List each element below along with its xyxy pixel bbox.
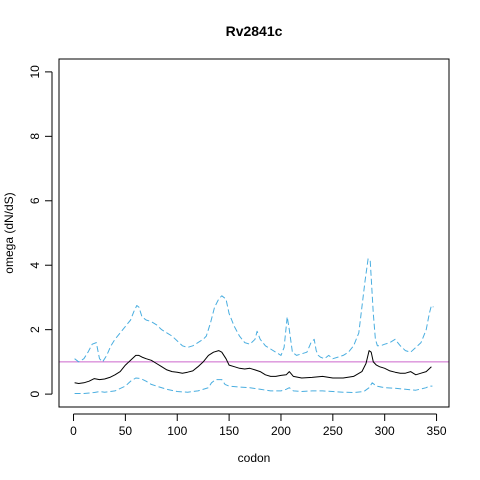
- x-tick-label: 150: [219, 424, 239, 438]
- series-line-lower: [74, 377, 433, 394]
- chart-title: Rv2841c: [226, 23, 283, 39]
- y-tick-label: 2: [28, 326, 42, 333]
- series-line-upper: [74, 258, 434, 363]
- plot-frame: [58, 58, 450, 408]
- plot-area: [59, 258, 449, 394]
- x-axis-label: codon: [238, 451, 271, 465]
- x-tick-label: 200: [271, 424, 291, 438]
- x-tick-label: 50: [119, 424, 133, 438]
- x-tick-label: 100: [167, 424, 187, 438]
- x-tick-label: 350: [427, 424, 447, 438]
- x-tick-label: 250: [323, 424, 343, 438]
- axes: 0 50 100 150 200 250 300 350 0 2 4 6 8 10: [28, 65, 447, 438]
- x-tick-label: 0: [70, 424, 77, 438]
- y-tick-label: 4: [28, 262, 42, 269]
- y-tick-label: 6: [28, 197, 42, 204]
- x-tick-label: 300: [375, 424, 395, 438]
- y-tick-label: 0: [28, 390, 42, 397]
- y-tick-label: 10: [28, 65, 42, 79]
- series-line-median: [74, 350, 432, 384]
- y-tick-label: 8: [28, 133, 42, 140]
- y-axis-label: omega (dN/dS): [2, 192, 16, 273]
